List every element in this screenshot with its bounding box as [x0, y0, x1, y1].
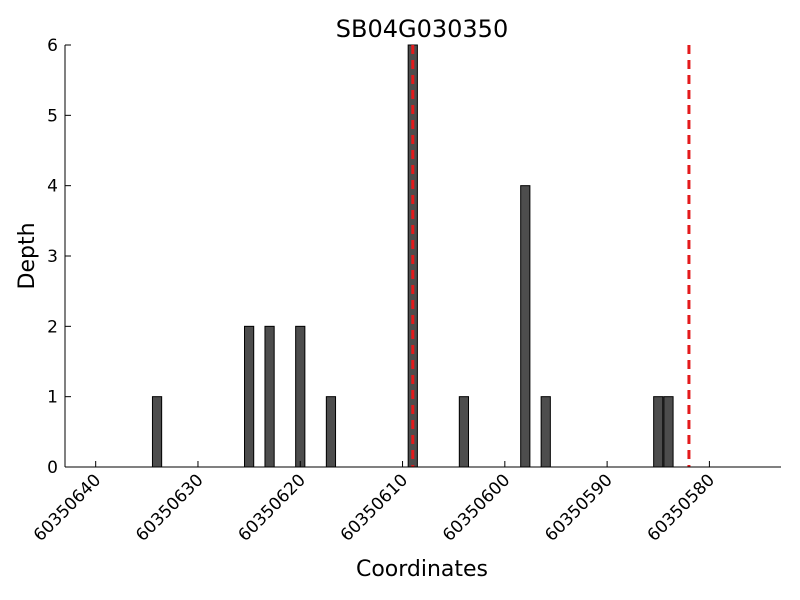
- bar: [653, 396, 664, 468]
- y-tick-label: 4: [47, 177, 58, 197]
- bar: [663, 396, 674, 468]
- y-tick-label: 0: [47, 458, 58, 478]
- y-axis-label: Depth: [15, 222, 40, 289]
- y-tick-label: 3: [47, 247, 58, 267]
- x-tick-label: 60350640: [30, 470, 105, 545]
- bar: [244, 325, 255, 468]
- chart-title: SB04G030350: [336, 15, 508, 43]
- x-axis-label: Coordinates: [356, 557, 488, 582]
- y-axis-ticks: 0 1 2 3 4 5 6: [47, 36, 71, 478]
- x-tick-label: 60350600: [439, 470, 514, 545]
- x-tick-label: 60350630: [132, 470, 207, 545]
- x-axis-ticks: 60350640 60350630 60350620 60350610 60350600…: [30, 461, 719, 546]
- x-tick-label: 60350590: [541, 470, 616, 545]
- x-tick-label: 60350610: [337, 470, 412, 545]
- bar: [151, 396, 163, 468]
- bar: [540, 396, 551, 468]
- bar: [264, 325, 275, 468]
- y-tick-label: 1: [47, 388, 58, 408]
- marker-lines: [411, 45, 691, 467]
- axes: [64, 45, 781, 468]
- y-tick-label: 6: [47, 36, 58, 56]
- bar: [295, 325, 306, 468]
- bar: [520, 185, 531, 468]
- x-tick-label: 60350620: [234, 470, 309, 545]
- bar: [458, 396, 470, 468]
- y-tick-label: 5: [47, 106, 58, 126]
- y-tick-label: 2: [47, 317, 58, 337]
- bar: [325, 396, 337, 468]
- x-tick-label: 60350580: [644, 470, 719, 545]
